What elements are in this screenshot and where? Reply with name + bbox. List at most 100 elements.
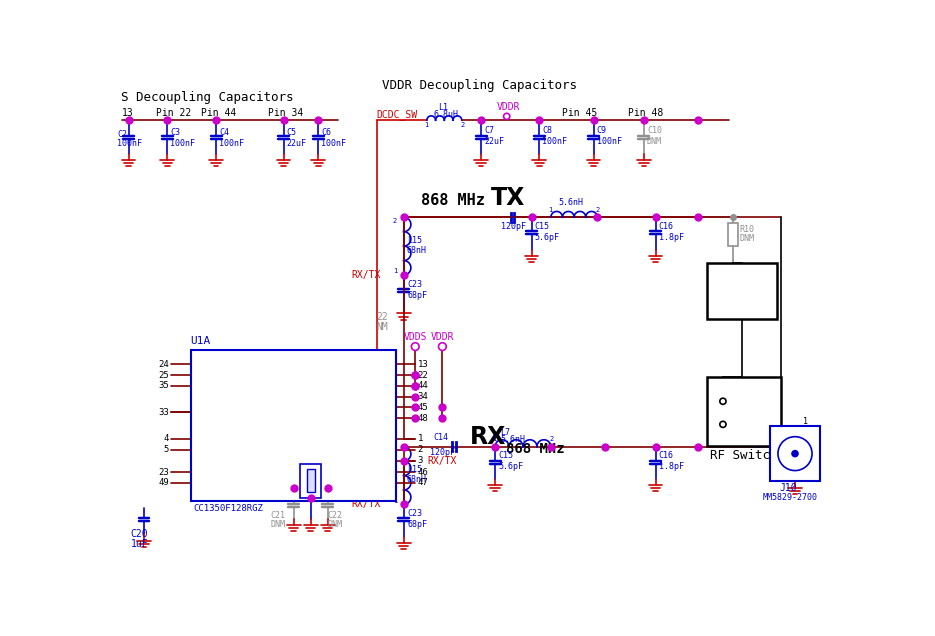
Text: 1: 1	[393, 268, 397, 274]
Text: VDDS_DCDC: VDDS_DCDC	[344, 392, 392, 401]
Text: 1.8pF: 1.8pF	[658, 462, 683, 471]
Text: 4: 4	[164, 434, 169, 443]
Text: J10: J10	[780, 483, 798, 494]
Circle shape	[504, 113, 510, 120]
Text: 2: 2	[550, 436, 554, 442]
Text: 2: 2	[393, 448, 397, 453]
Text: X24M_N: X24M_N	[360, 467, 392, 476]
Text: 22: 22	[418, 371, 428, 380]
Text: 5.6pF: 5.6pF	[535, 233, 560, 242]
Text: MM5829-2700: MM5829-2700	[762, 493, 817, 502]
Text: 22: 22	[377, 312, 388, 322]
Text: Y2: Y2	[307, 459, 319, 469]
Text: 100nF: 100nF	[597, 137, 622, 146]
Text: 2: 2	[291, 484, 296, 493]
Text: 3: 3	[324, 464, 329, 474]
Text: Pin 45: Pin 45	[563, 107, 597, 118]
Text: JTAG_TMSC: JTAG_TMSC	[194, 360, 243, 369]
Text: VDDR: VDDR	[496, 102, 520, 112]
FancyBboxPatch shape	[708, 377, 781, 446]
Text: 120pF: 120pF	[430, 448, 455, 457]
Text: 2: 2	[418, 445, 423, 454]
Text: 120pF: 120pF	[501, 222, 526, 231]
Text: L1: L1	[439, 102, 449, 112]
Text: 1: 1	[424, 122, 428, 128]
Text: 49: 49	[158, 478, 169, 487]
Circle shape	[439, 343, 446, 350]
Text: 24MHz: 24MHz	[307, 468, 332, 478]
FancyBboxPatch shape	[300, 464, 322, 497]
Text: 22uF: 22uF	[484, 137, 504, 146]
Text: VDDS3: VDDS3	[366, 371, 392, 380]
Circle shape	[720, 398, 726, 404]
Text: RX/TX: RX/TX	[427, 455, 456, 466]
Text: M1: M1	[753, 430, 762, 439]
Text: 2: 2	[596, 207, 600, 212]
FancyBboxPatch shape	[728, 223, 738, 247]
Text: DNM: DNM	[327, 520, 342, 529]
Text: L15: L15	[407, 466, 422, 474]
Text: RX_TX: RX_TX	[366, 456, 392, 465]
Text: 868 MHz: 868 MHz	[506, 442, 565, 456]
Text: VDDS: VDDS	[404, 331, 427, 342]
Text: 23: 23	[158, 467, 169, 476]
Text: 868 MHz: 868 MHz	[422, 193, 485, 208]
Text: 68nH: 68nH	[407, 475, 426, 484]
Text: 13: 13	[418, 360, 428, 369]
Text: VSS: VSS	[194, 478, 210, 487]
Text: NM: NM	[377, 322, 388, 331]
Text: C23: C23	[408, 509, 423, 518]
Text: 24: 24	[158, 360, 169, 369]
Text: 1: 1	[418, 434, 423, 443]
Text: U1A: U1A	[191, 336, 210, 346]
Text: X32K_Q1: X32K_Q1	[194, 434, 232, 443]
Text: 1: 1	[291, 464, 296, 474]
Text: RX/TX: RX/TX	[351, 499, 381, 509]
Text: 5: 5	[164, 445, 169, 454]
Text: Pin 44: Pin 44	[201, 107, 236, 118]
Text: L7: L7	[500, 427, 511, 436]
Text: 47: 47	[418, 478, 428, 487]
Text: RX/TX: RX/TX	[351, 270, 381, 280]
Text: 5.6nH: 5.6nH	[500, 435, 525, 445]
Circle shape	[792, 450, 798, 457]
Text: 68nH: 68nH	[407, 246, 426, 255]
Text: 4: 4	[324, 484, 329, 493]
Circle shape	[720, 421, 726, 427]
Text: DNM: DNM	[740, 234, 755, 244]
Text: C16: C16	[658, 452, 673, 460]
Text: RF_P: RF_P	[370, 434, 392, 443]
Text: C16: C16	[658, 222, 673, 231]
Text: M2: M2	[753, 441, 762, 450]
FancyBboxPatch shape	[770, 426, 820, 481]
Text: 46: 46	[418, 467, 428, 476]
Text: C21: C21	[270, 511, 285, 520]
Text: 33: 33	[158, 408, 169, 417]
Text: C15: C15	[498, 452, 513, 460]
Text: 2: 2	[460, 122, 465, 128]
Text: DCDC_SW: DCDC_SW	[194, 408, 232, 417]
Text: C22: C22	[327, 511, 342, 520]
Text: 1uF: 1uF	[131, 539, 149, 549]
Text: PA: PA	[725, 271, 760, 294]
Text: 45: 45	[418, 403, 428, 412]
Text: VDDR: VDDR	[370, 403, 392, 412]
Text: 1: 1	[803, 417, 808, 425]
Text: RX: RX	[469, 425, 506, 450]
Text: X32K_Q2: X32K_Q2	[194, 445, 232, 454]
Text: RF Switch: RF Switch	[711, 450, 778, 462]
Text: VDDS2: VDDS2	[366, 360, 392, 369]
Text: Pin 48: Pin 48	[628, 107, 664, 118]
Text: R10: R10	[740, 225, 755, 234]
Text: 100nF: 100nF	[219, 139, 244, 148]
Text: L15: L15	[407, 236, 422, 245]
Text: C7: C7	[484, 127, 495, 135]
Text: VDDR Decoupling Capacitors: VDDR Decoupling Capacitors	[382, 79, 577, 92]
Text: C5: C5	[287, 128, 296, 137]
Text: C6: C6	[322, 128, 332, 137]
Text: C15: C15	[535, 222, 550, 231]
Text: 3: 3	[418, 456, 423, 465]
Text: DCDC_SW: DCDC_SW	[377, 109, 418, 120]
Text: C14: C14	[433, 433, 448, 442]
Text: S Decoupling Capacitors: S Decoupling Capacitors	[121, 92, 294, 104]
